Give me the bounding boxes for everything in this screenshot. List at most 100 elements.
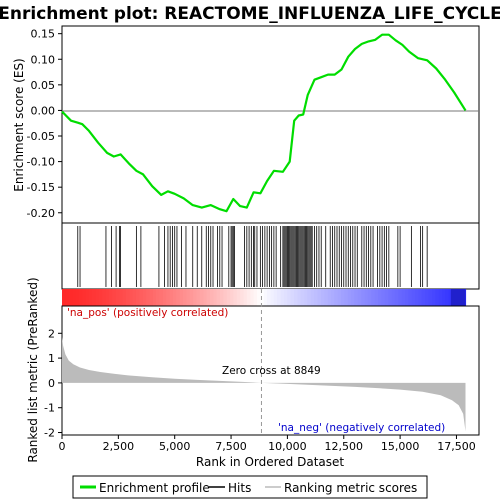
- rank-color-segment: [199, 289, 204, 306]
- rank-color-segment: [293, 289, 298, 306]
- rank-color-segment: [260, 289, 265, 306]
- rank-color-segment: [300, 289, 305, 306]
- rank-color-segment: [125, 289, 130, 306]
- rank-color-segment: [367, 289, 372, 306]
- rank-color-segment: [304, 289, 309, 306]
- rank-color-segment: [193, 289, 198, 306]
- rank-color-segment: [220, 289, 224, 306]
- rank-color-segment: [135, 289, 140, 306]
- rank-color-segment: [450, 289, 466, 306]
- rank-color-segment: [236, 289, 241, 306]
- rank-color-segment: [78, 289, 83, 306]
- rank-color-segment: [347, 289, 352, 306]
- rank-color-segment: [280, 289, 285, 306]
- metric-panel: [61, 305, 480, 436]
- es-ytick-label: 0.15: [31, 28, 56, 41]
- metric-xtick-label: 15,000: [381, 440, 420, 453]
- rank-color-segment: [172, 289, 177, 306]
- rank-color-segment: [65, 289, 70, 306]
- rank-color-segment: [401, 289, 406, 306]
- chart-title: Enrichment plot: REACTOME_INFLUENZA_LIFE…: [0, 4, 500, 24]
- rank-color-segment: [119, 289, 124, 306]
- rank-color-segment: [75, 289, 80, 306]
- rank-color-segment: [250, 289, 255, 306]
- rank-color-segment: [129, 289, 134, 306]
- rank-color-segment: [378, 289, 383, 306]
- rank-color-segment: [364, 289, 369, 306]
- legend: Enrichment profile Hits Ranking metric s…: [72, 475, 428, 499]
- rank-color-segment: [253, 289, 258, 306]
- rank-color-segment: [448, 289, 453, 306]
- rank-color-segment: [169, 289, 174, 306]
- rank-color-segment: [441, 289, 446, 306]
- rank-color-segment: [418, 289, 423, 306]
- es-ytick-label: 0.05: [31, 79, 56, 92]
- rank-color-segment: [88, 289, 93, 306]
- rank-color-segment: [263, 289, 268, 306]
- es-ytick-label: -0.05: [27, 130, 55, 143]
- rank-color-segment: [388, 289, 393, 306]
- rank-color-segment: [357, 289, 362, 306]
- rank-color-segment: [361, 289, 366, 306]
- metric-ytick-label: 0: [48, 377, 55, 390]
- metric-xtick-label: 2,500: [103, 440, 135, 453]
- rank-color-segment: [344, 289, 349, 306]
- rank-color-segment: [132, 289, 137, 306]
- rank-color-segment: [112, 289, 117, 306]
- es-ylabel: Enrichment score (ES): [12, 58, 26, 191]
- metric-ytick-label: -1: [44, 402, 55, 415]
- metric-xtick-label: 5,000: [159, 440, 191, 453]
- rank-color-segment: [334, 289, 339, 306]
- es-ytick-label: -0.15: [27, 181, 55, 194]
- rank-color-segment: [425, 289, 430, 306]
- metric-xtick-label: 17,500: [437, 440, 476, 453]
- rank-color-segment: [341, 289, 346, 306]
- rank-color-segment: [277, 289, 282, 306]
- rank-color-segment: [176, 289, 181, 306]
- rank-color-segment: [159, 289, 164, 306]
- legend-enrichment-label: Enrichment profile: [99, 481, 210, 495]
- metric-xtick-label: 10,000: [268, 440, 307, 453]
- rank-color-segment: [381, 289, 386, 306]
- hits-panel: [61, 222, 480, 290]
- rank-color-segment: [398, 289, 403, 306]
- rank-color-segment: [162, 289, 167, 306]
- rank-color-segment: [223, 289, 228, 306]
- rank-color-segment: [115, 289, 120, 306]
- es-panel: [61, 25, 480, 224]
- rank-color-segment: [384, 289, 389, 306]
- rank-color-segment: [421, 289, 426, 306]
- metric-xtick-label: 12,500: [325, 440, 364, 453]
- rank-color-segment: [122, 289, 127, 306]
- rank-color-segment: [230, 289, 235, 306]
- ranking-metric-area: [62, 337, 466, 432]
- rank-color-segment: [102, 289, 107, 306]
- es-ytick-label: 0.00: [31, 104, 56, 117]
- rank-color-segment: [351, 289, 356, 306]
- rank-color-segment: [273, 289, 278, 306]
- rank-color-segment: [287, 289, 292, 306]
- metric-xlabel: Rank in Ordered Dataset: [196, 455, 344, 469]
- rank-color-segment: [152, 289, 157, 306]
- rank-color-segment: [105, 289, 110, 306]
- legend-metric-label: Ranking metric scores: [284, 481, 417, 495]
- rank-color-segment: [196, 289, 201, 306]
- rank-color-segment: [337, 289, 342, 306]
- rank-color-segment: [431, 289, 436, 306]
- rank-color-segment: [374, 289, 379, 306]
- rank-color-segment: [166, 289, 171, 306]
- rank-color-segment: [189, 289, 194, 306]
- rank-color-segment: [320, 289, 325, 306]
- rank-color-segment: [72, 289, 77, 306]
- metric-ylabel: Ranked list metric (PreRanked): [26, 277, 40, 462]
- rank-color-segment: [408, 289, 413, 306]
- legend-hits-label: Hits: [228, 481, 251, 495]
- rank-color-segment: [233, 289, 238, 306]
- rank-color-segment: [297, 289, 302, 306]
- rank-color-segment: [179, 289, 184, 306]
- rank-color-segment: [216, 289, 221, 306]
- rank-color-segment: [92, 289, 97, 306]
- rank-color-segment: [98, 289, 103, 306]
- rank-color-segment: [283, 289, 288, 306]
